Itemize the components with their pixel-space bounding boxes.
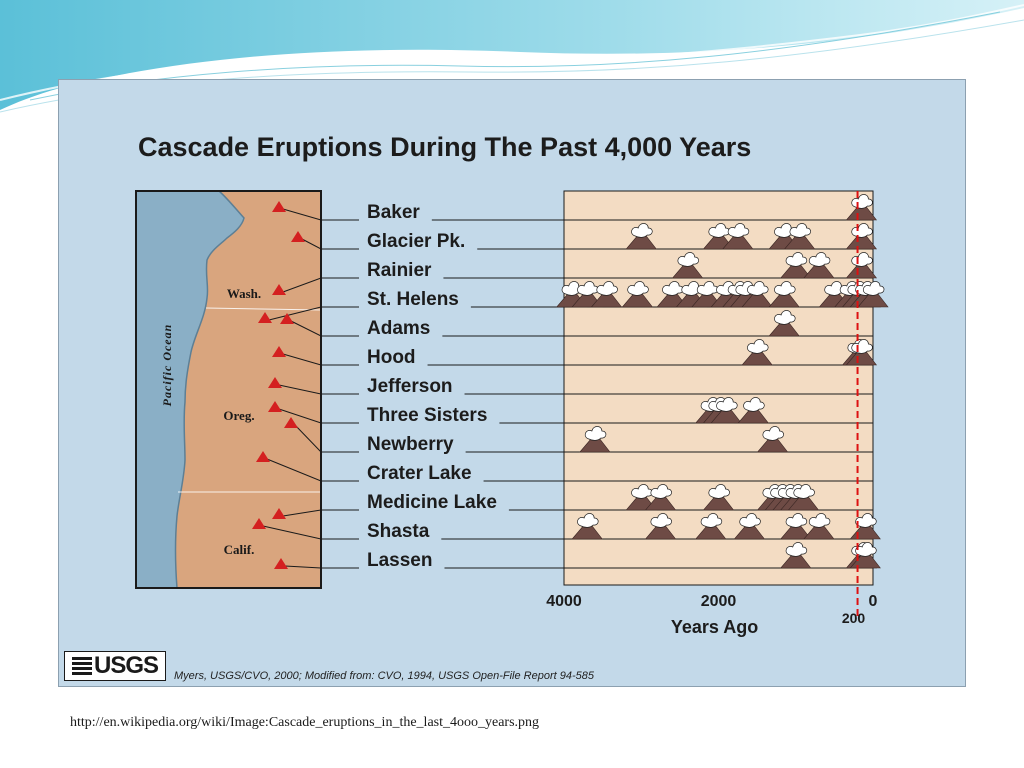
cascade-map: Pacific Ocean Wash. Oreg. Calif. (135, 190, 359, 589)
x-tick-label: 4000 (546, 593, 582, 610)
row-label-jefferson: Jefferson (367, 376, 453, 397)
volcano-marker-glacier-pk (291, 231, 305, 242)
map-coastline (174, 190, 245, 589)
volcano-marker-hood (272, 346, 286, 357)
slide-background-waves (0, 0, 1024, 113)
x-axis-label: Years Ago (671, 617, 758, 637)
row-label-adams: Adams (367, 318, 430, 339)
chart-panel: Pacific Ocean Wash. Oreg. Calif. Baker Glac… (58, 79, 966, 687)
row-label-hood: Hood (367, 347, 416, 368)
timeline-background (563, 190, 874, 586)
row-label-st-helens: St. Helens (367, 289, 459, 310)
connector-glacier-pk (301, 238, 359, 250)
map-state-label: Calif. (224, 542, 255, 557)
eruption-mark (780, 252, 812, 279)
volcano-marker-adams (280, 313, 294, 324)
eruption-mark (733, 513, 766, 540)
connector-three-sisters (278, 408, 359, 424)
map-frame (135, 190, 322, 589)
volcano-marker-crater-lake (256, 451, 270, 462)
eruption-mark (849, 542, 881, 569)
eruption-mark (845, 194, 878, 221)
map-ocean-label: Pacific Ocean (160, 324, 174, 407)
eruption-mark (621, 281, 653, 308)
eruption-mark (756, 426, 789, 453)
eruption-mark (741, 339, 773, 366)
eruption-mark (768, 310, 800, 337)
map-state-label: Wash. (227, 286, 261, 301)
row-label-baker: Baker (367, 202, 420, 223)
row-label-shasta: Shasta (367, 521, 430, 542)
eruption-mark (571, 513, 603, 540)
volcano-marker-newberry (284, 417, 298, 428)
usgs-logo: USGS (64, 651, 166, 681)
map-border-wash-oreg (205, 307, 322, 311)
eruption-mark (710, 397, 742, 424)
volcano-marker-shasta (252, 518, 266, 529)
connector-jefferson (278, 384, 359, 395)
row-label-newberry: Newberry (367, 434, 454, 455)
eruption-mark (695, 513, 727, 540)
usgs-logo-lines (71, 657, 92, 675)
row-label-rainier: Rainier (367, 260, 432, 281)
volcano-marker-st-helens (258, 312, 272, 323)
usgs-logo-text: USGS (93, 652, 159, 679)
connector-shasta (262, 525, 359, 540)
reference-line-label: 200 (842, 610, 866, 626)
eruption-mark (579, 426, 611, 453)
connector-medicine-lake (282, 509, 359, 517)
eruption-mark (722, 223, 754, 250)
map-ocean (136, 191, 244, 588)
eruption-mark (845, 223, 878, 250)
row-label-glacier-pk: Glacier Pk. (367, 231, 465, 252)
connector-adams (290, 320, 359, 337)
row-label-crater-lake: Crater Lake (367, 463, 472, 484)
eruption-mark (780, 542, 812, 569)
volcano-marker-baker (272, 201, 286, 212)
credit-text: Myers, USGS/CVO, 2000; Modified from: CV… (174, 670, 595, 682)
row-label-medicine-lake: Medicine Lake (367, 492, 497, 513)
eruption-mark (590, 281, 623, 308)
source-url[interactable]: http://en.wikipedia.org/wiki/Image:Casca… (70, 715, 540, 730)
eruption-mark (644, 513, 677, 540)
eruption-mark (741, 281, 773, 308)
connector-baker (282, 208, 359, 221)
eruption-mark (768, 281, 800, 308)
volcano-marker-rainier (272, 284, 286, 295)
eruption-mark (737, 397, 769, 424)
connector-newberry (294, 424, 359, 453)
chart-title: Cascade Eruptions During The Past 4,000 … (138, 132, 752, 162)
volcano-marker-jefferson (268, 377, 282, 388)
eruption-mark (644, 484, 677, 511)
eruption-mark (783, 223, 816, 250)
eruption-mark (803, 513, 835, 540)
chart-canvas: Pacific Ocean Wash. Oreg. Calif. Baker Glac… (135, 190, 889, 637)
eruption-mark (780, 513, 812, 540)
connector-lassen (284, 565, 359, 569)
x-tick-label: 2000 (701, 593, 737, 610)
connector-hood (282, 353, 359, 366)
map-state-label: Oreg. (223, 408, 254, 423)
row-label-lassen: Lassen (367, 550, 432, 571)
eruption-mark (702, 484, 735, 511)
eruption-mark (803, 252, 835, 279)
eruption-mark (857, 281, 889, 308)
volcano-marker-medicine-lake (272, 508, 286, 519)
connector-rainier (282, 277, 359, 293)
eruption-mark (625, 223, 657, 250)
volcano-marker-three-sisters (268, 401, 282, 412)
x-tick-label: 0 (869, 593, 878, 610)
eruption-mark (671, 252, 704, 279)
row-label-three-sisters: Three Sisters (367, 405, 487, 426)
volcano-marker-lassen (274, 558, 288, 569)
eruption-mark (787, 484, 820, 511)
connector-crater-lake (266, 458, 359, 482)
